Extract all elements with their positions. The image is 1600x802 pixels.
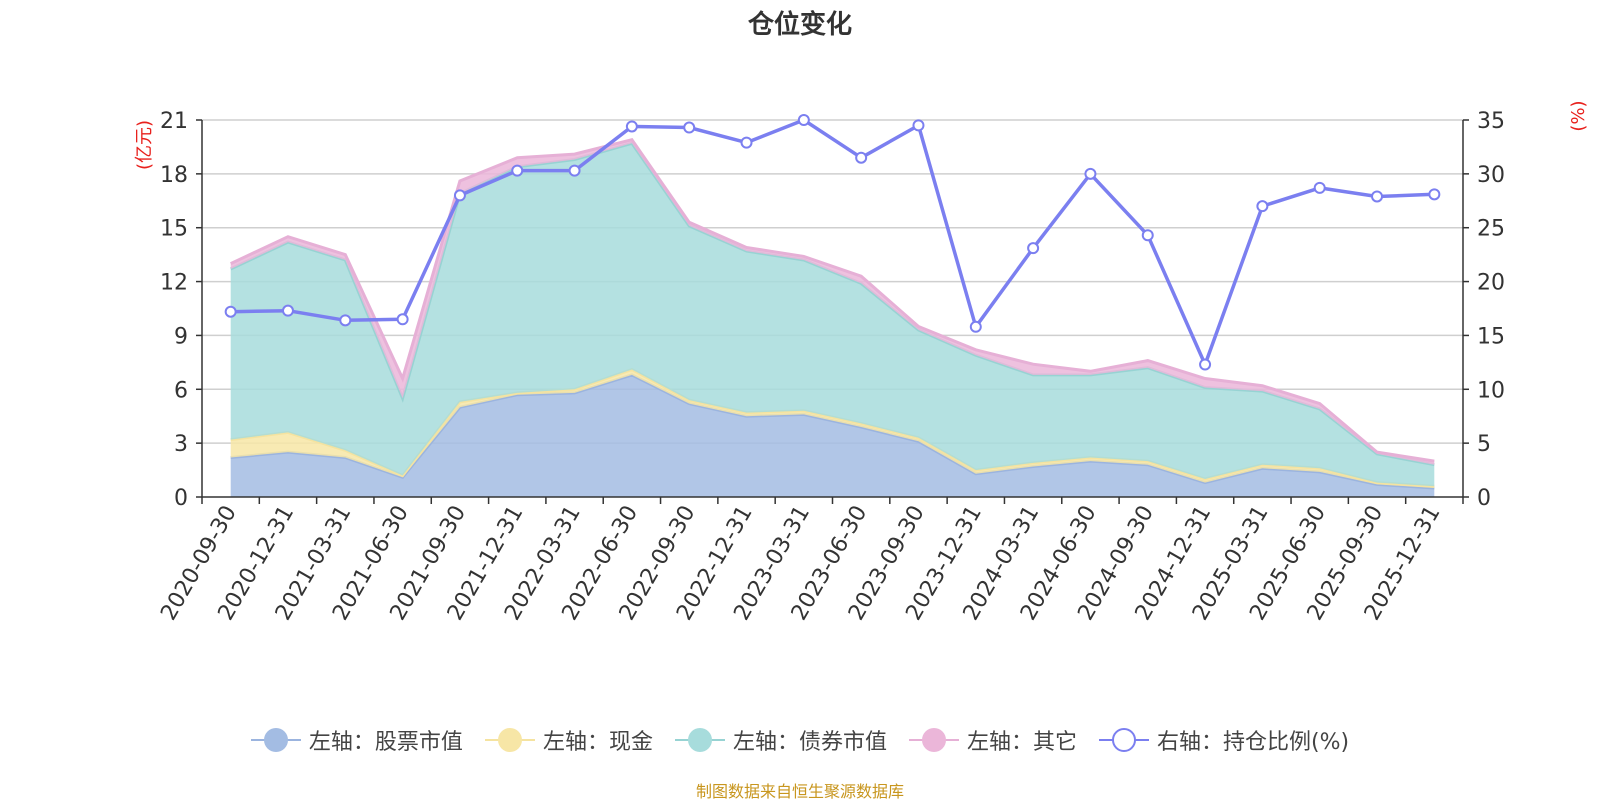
left-tick-label: 21 — [160, 109, 188, 134]
ratio-point — [224, 305, 237, 318]
ratio-point — [740, 136, 753, 149]
left-tick-label: 3 — [174, 432, 188, 457]
ratio-point — [1428, 188, 1441, 201]
legend-label: 左轴：股票市值 — [308, 730, 463, 755]
left-tick-label: 18 — [160, 163, 188, 188]
area-series-0 — [230, 374, 1435, 497]
right-axis-unit: (%) — [1568, 100, 1589, 131]
ratio-point — [625, 120, 638, 133]
ratio-point — [281, 304, 294, 317]
legend-label: 左轴：其它 — [966, 730, 1077, 755]
axes — [196, 119, 1469, 504]
ratio-line-layer — [224, 114, 1441, 371]
ratio-point — [511, 164, 524, 177]
ratio-point — [568, 164, 581, 177]
left-axis-unit: (亿元) — [134, 120, 155, 170]
right-tick-label: 10 — [1477, 378, 1505, 403]
right-tick-label: 35 — [1477, 109, 1505, 134]
stacked-areas — [230, 137, 1435, 497]
ratio-point — [339, 314, 352, 327]
ratio-point — [396, 313, 409, 326]
right-tick-label: 0 — [1477, 486, 1491, 511]
ratio-line — [230, 118, 1435, 367]
ratio-point — [1027, 242, 1040, 255]
left-tick-label: 15 — [160, 217, 188, 242]
right-tick-label: 30 — [1477, 163, 1505, 188]
legend-marker-icon — [674, 726, 725, 754]
ratio-point — [1084, 167, 1097, 180]
right-tick-label: 20 — [1477, 271, 1505, 296]
legend-marker-icon — [484, 726, 535, 754]
area-series-edge-3 — [230, 137, 1435, 463]
legend-marker-icon — [1098, 726, 1149, 754]
ratio-point — [912, 119, 925, 132]
chart-legend: 左轴：股票市值 左轴：现金 左轴：债券市值 左轴：其它 右轴：持仓比例(%) — [0, 720, 1600, 760]
legend-item[interactable]: 右轴：持仓比例(%) — [1098, 724, 1350, 756]
ratio-point — [1199, 358, 1212, 371]
legend-item[interactable]: 左轴：债券市值 — [674, 724, 887, 756]
ratio-point — [1256, 200, 1269, 213]
legend-item[interactable]: 左轴：其它 — [908, 724, 1077, 756]
legend-label: 右轴：持仓比例(%) — [1156, 730, 1350, 755]
ratio-point — [453, 189, 466, 202]
ratio-point — [797, 114, 810, 126]
chart-title: 仓位变化 — [747, 10, 852, 40]
ratio-point — [855, 151, 868, 164]
ratio-point — [1371, 190, 1384, 203]
right-tick-label: 25 — [1477, 217, 1505, 242]
ratio-point — [1141, 229, 1154, 242]
legend-label: 左轴：债券市值 — [732, 730, 887, 755]
ratio-point — [1313, 181, 1326, 194]
left-tick-label: 0 — [174, 486, 188, 511]
source-note: 制图数据来自恒生聚源数据库 — [695, 782, 904, 801]
area-series-2 — [230, 143, 1435, 487]
legend-item[interactable]: 左轴：现金 — [484, 724, 653, 756]
right-tick-label: 5 — [1477, 432, 1491, 457]
left-tick-label: 12 — [160, 271, 188, 296]
ratio-point — [969, 320, 982, 333]
legend-item[interactable]: 左轴：股票市值 — [250, 724, 463, 756]
right-tick-label: 15 — [1477, 324, 1505, 349]
legend-marker-icon — [250, 726, 301, 754]
legend-label: 左轴：现金 — [542, 730, 653, 755]
left-tick-label: 6 — [174, 378, 188, 403]
ratio-point — [683, 121, 696, 134]
left-tick-label: 9 — [174, 324, 188, 349]
legend-marker-icon — [908, 726, 959, 754]
